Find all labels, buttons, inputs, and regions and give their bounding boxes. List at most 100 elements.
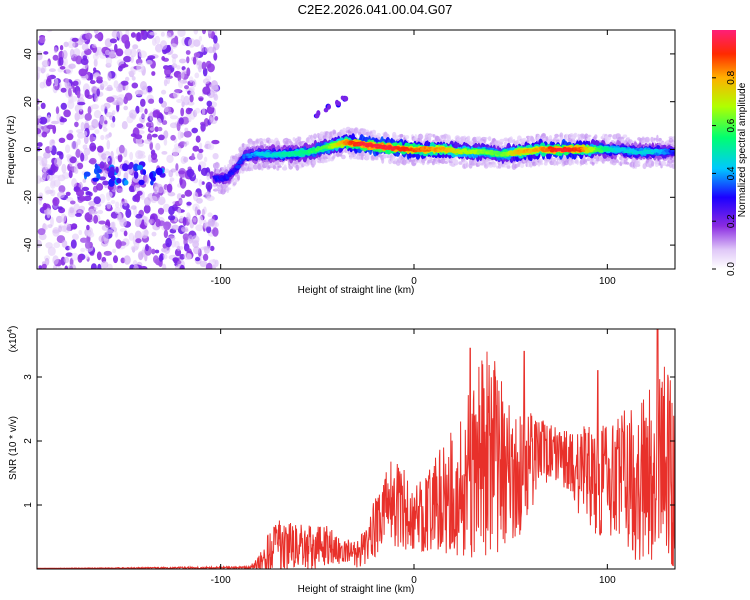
noise-blob: [69, 207, 75, 214]
noise-blob: [39, 36, 46, 44]
noise-blob: [82, 178, 87, 183]
noise-blob: [64, 265, 69, 269]
noise-blob: [170, 238, 176, 248]
noise-blob: [103, 250, 112, 256]
noise-blob: [135, 238, 142, 244]
noise-blob: [140, 194, 145, 200]
noise-blob: [38, 265, 43, 269]
noise-blob: [206, 225, 212, 234]
noise-blob: [90, 263, 97, 269]
noise-blob: [112, 248, 117, 253]
noise-blob: [105, 49, 110, 56]
noise-blob: [51, 120, 60, 125]
noise-blob: [115, 239, 122, 249]
noise-blob: [214, 116, 219, 121]
ridge-halo-blob: [454, 159, 459, 166]
noise-blob: [195, 224, 204, 232]
noise-blob: [161, 56, 166, 61]
noise-blob: [165, 69, 171, 75]
noise-blob: [195, 257, 201, 262]
noise-blob: [97, 145, 104, 153]
noise-blob: [110, 122, 116, 128]
ridge-halo-blob: [313, 133, 317, 139]
noise-blob: [78, 229, 83, 236]
noise-blob: [120, 63, 129, 68]
noise-blob: [106, 139, 111, 150]
noise-blob: [58, 185, 66, 193]
noise-blob: [128, 109, 137, 119]
noise-blob: [124, 48, 133, 57]
noise-blob: [125, 208, 132, 218]
noise-blob: [71, 252, 79, 261]
ridge-halo-blob: [483, 137, 488, 140]
noise-blob: [57, 206, 63, 211]
noise-blob: [149, 219, 153, 225]
ridge-halo-blob: [646, 138, 650, 143]
noise-blob: [65, 144, 71, 153]
noise-blob: [52, 54, 59, 61]
noise-blob: [207, 30, 213, 34]
noise-blob: [192, 79, 197, 88]
noise-blob: [178, 170, 186, 175]
noise-blob: [50, 216, 54, 227]
noise-blob: [110, 221, 115, 230]
noise-blob: [158, 254, 164, 262]
noise-blob: [178, 79, 184, 89]
noise-blob: [61, 225, 67, 232]
noise-blob: [147, 55, 156, 60]
noise-blob: [163, 221, 171, 231]
noise-blob: [180, 95, 185, 102]
noise-blob: [153, 255, 159, 264]
noise-blob: [171, 224, 180, 231]
noise-blob: [193, 246, 201, 255]
noise-blob: [183, 156, 189, 163]
noise-blob: [94, 129, 100, 135]
ridge-halo-blob: [324, 159, 329, 163]
noise-blob: [189, 90, 195, 97]
noise-blob: [100, 261, 109, 269]
noise-blob: [101, 153, 107, 160]
noise-blob: [113, 80, 119, 89]
noise-blob: [96, 183, 104, 191]
noise-blob: [60, 117, 67, 123]
ridge-halo-blob: [594, 134, 598, 139]
noise-blob: [183, 141, 188, 147]
noise-blob: [62, 172, 70, 180]
noise-blob: [166, 32, 172, 39]
noise-blob: [47, 114, 51, 123]
noise-blob: [130, 48, 137, 58]
noise-blob: [155, 142, 161, 151]
noise-blob: [123, 96, 128, 105]
noise-cluster-blob: [116, 178, 122, 184]
noise-blob: [89, 157, 97, 165]
noise-blob: [180, 107, 185, 117]
noise-blob: [138, 50, 147, 58]
noise-blob: [177, 207, 181, 215]
noise-blob: [74, 121, 79, 128]
ridge-halo-blob: [588, 134, 592, 138]
noise-blob: [183, 130, 192, 138]
noise-blob: [189, 76, 194, 83]
noise-blob: [188, 38, 196, 48]
noise-blob: [183, 95, 190, 106]
noise-blob: [156, 118, 162, 126]
noise-blob: [151, 71, 156, 76]
ridge-halo-blob: [312, 158, 317, 165]
noise-blob: [195, 107, 201, 114]
noise-blob: [86, 224, 90, 231]
noise-blob: [89, 72, 94, 81]
noise-blob: [189, 94, 194, 103]
noise-blob: [136, 32, 141, 42]
noise-blob: [49, 139, 56, 146]
noise-blob: [88, 208, 95, 215]
noise-blob: [140, 81, 147, 91]
noise-blob: [41, 263, 47, 269]
noise-blob: [128, 70, 136, 76]
noise-blob: [203, 156, 208, 163]
noise-blob: [96, 251, 102, 261]
noise-blob: [62, 57, 68, 67]
noise-blob: [68, 88, 72, 97]
noise-cluster-blob: [110, 175, 116, 181]
noise-blob: [182, 216, 187, 227]
ridge-halo-blob: [395, 135, 399, 140]
